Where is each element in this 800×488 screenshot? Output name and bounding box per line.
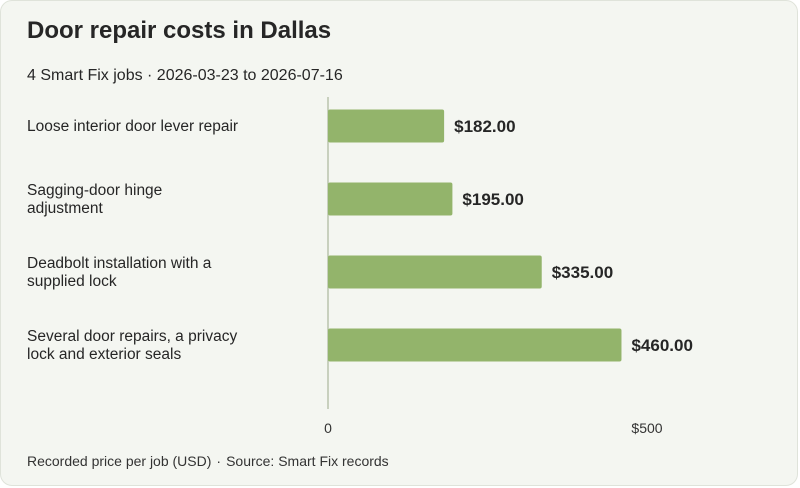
footer-measure: Recorded price per job (USD): [27, 453, 212, 469]
category-label-2: Sagging-door hinge adjustment: [27, 182, 162, 217]
value-label-4: $460.00: [631, 336, 692, 355]
bar-4: [328, 328, 622, 362]
chart-subtitle: 4 Smart Fix jobs · 2026-03-23 to 2026-07…: [27, 67, 343, 84]
category-label-3: Deadbolt installation with a supplied loc…: [27, 255, 212, 290]
value-label-1: $182.00: [454, 117, 515, 136]
bar-1: [328, 109, 445, 143]
footer-separator: ·: [216, 453, 222, 469]
value-label-2: $195.00: [462, 190, 523, 209]
category-label-1: Loose interior door lever repair: [27, 118, 238, 135]
category-label-4: Several door repairs, a privacy lock and …: [27, 328, 237, 363]
bar-3: [328, 255, 542, 289]
footer-source: Source: Smart Fix records: [226, 453, 389, 469]
bar-2: [328, 182, 453, 216]
chart-footer: Recorded price per job (USD) · Source: Sma…: [27, 453, 389, 469]
chart-title: Door repair costs in Dallas: [27, 17, 332, 44]
value-label-3: $335.00: [552, 263, 613, 282]
x-tick-label-2: $500: [631, 420, 662, 436]
x-tick-label-1: 0: [324, 420, 332, 436]
